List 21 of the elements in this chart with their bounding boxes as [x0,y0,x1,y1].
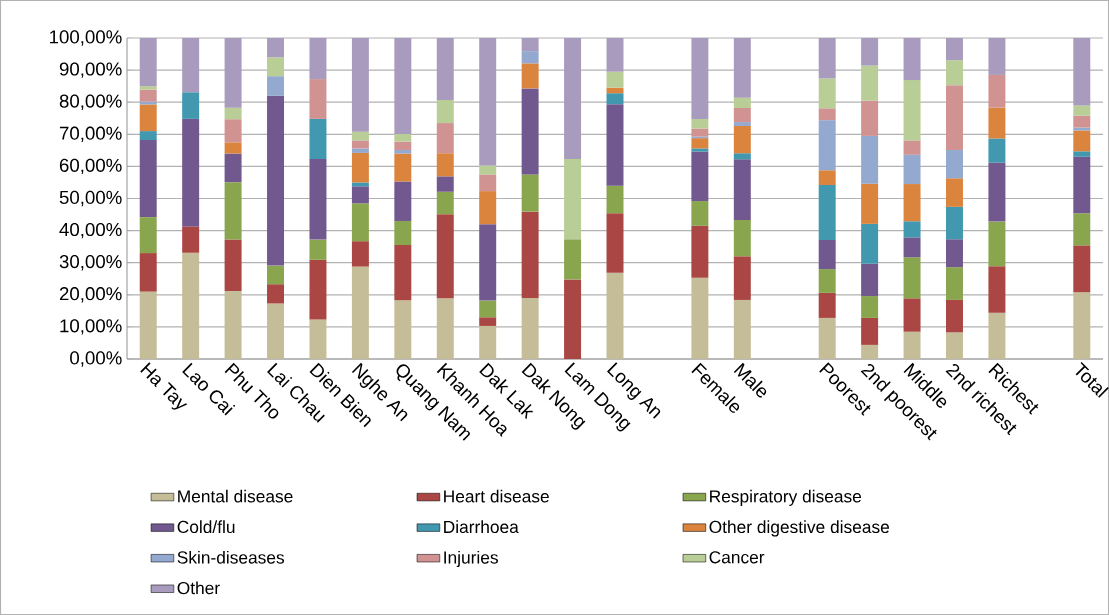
legend-label: Skin-diseases [177,550,285,564]
legend-label: Cancer [709,551,765,564]
y-tick-label: 70,00% [59,126,122,143]
y-tick-label: 20,00% [59,287,122,303]
legend-label: Other digestive disease [709,520,890,537]
y-tick-label: 40,00% [59,222,122,239]
legend-label: Diarrhoea [444,520,519,534]
y-tick-label: 90,00% [59,62,122,78]
y-tick-label: 30,00% [59,254,122,271]
y-tick-label: 100,00% [50,30,122,46]
legend-label: Heart disease [444,489,549,503]
legend-label: Mental disease [178,489,293,503]
y-tick-label: 80,00% [59,94,122,110]
y-tick-label: 0,00% [70,351,122,367]
y-tick-label: 60,00% [59,158,122,175]
y-tick-label: 10,00% [60,319,122,335]
legend-label: Injuries [444,550,498,568]
legend-label: Cold/flu [177,520,235,534]
y-tick-label: 50,00% [59,190,122,207]
legend-label: Respiratory disease [710,489,862,506]
legend-label: Other [177,581,220,595]
